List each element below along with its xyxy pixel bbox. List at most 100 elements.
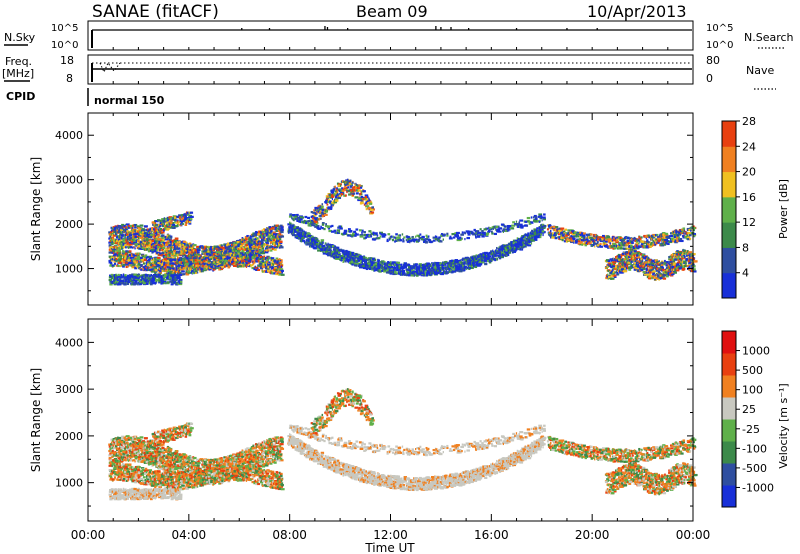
power-echo [255,268,258,272]
power-echo [170,257,173,260]
power-echo [111,259,113,262]
power-echo [119,227,121,230]
power-echo [231,259,235,262]
power-echo [263,244,265,248]
power-echo [213,258,216,261]
power-echo [231,262,234,265]
power-echo [267,237,270,240]
power-echo [161,234,165,237]
power-echo [172,269,175,272]
power-echo [436,265,440,268]
power-echo [120,255,123,258]
power-echo [177,280,182,283]
power-echo [415,266,418,269]
power-echo [253,251,256,254]
power-echo [164,273,168,276]
power-echo [161,275,164,278]
power-echo [163,275,167,279]
power-echo [142,268,144,271]
power-echo [272,266,274,269]
power-echo [255,230,258,234]
nsearch-label: N.Search [744,31,794,44]
power-echo [128,259,131,262]
power-echo [221,267,224,271]
power-echo [160,246,163,249]
power-echo [240,260,245,263]
power-echo [121,223,125,227]
power-echo [189,250,192,254]
power-echo [137,239,140,242]
power-echo [249,258,252,261]
power-echo [117,273,120,277]
power-echo [178,240,182,244]
power-echo [146,257,148,260]
power-echo [212,266,215,269]
power-echo [156,223,160,226]
power-echo [117,264,121,268]
power-echo [220,256,222,259]
power-echo [337,248,340,251]
power-echo [150,273,153,277]
power-echo [290,232,293,235]
power-echo [167,275,170,278]
power-echo [315,241,319,244]
power-echo [123,259,126,262]
power-echo [390,260,392,264]
power-echo [360,264,362,268]
power-echo [220,252,223,256]
power-echo [223,243,228,246]
power-echo [181,258,183,261]
power-echo [167,268,170,271]
power-echo [120,282,124,285]
freq-tick-top: 18 [60,54,74,67]
power-echo [246,249,250,253]
power-echo [338,248,341,251]
power-echo [362,256,366,259]
power-echo [359,257,363,260]
power-echo [173,243,175,246]
power-echo [174,221,177,224]
power-echo [254,252,257,255]
power-echo [138,243,143,246]
power-echo [324,247,327,250]
power-echo [266,246,268,249]
power-echo [139,275,143,278]
power-echo [153,275,156,278]
station-title: SANAE (fitACF) [92,2,219,22]
power-echo [163,265,167,268]
power-echo [358,255,361,258]
power-echo [165,220,168,223]
power-echo [354,262,358,265]
nsearch-tick-bottom: 10^0 [706,40,733,51]
power-echo [375,266,378,269]
power-echo [301,239,304,242]
power-echo [131,259,134,262]
power-echo [363,262,366,266]
power-echo [124,252,128,255]
power-echo [398,272,400,275]
power-echo [129,230,133,233]
power-echo [258,234,262,237]
power-echo [158,253,162,256]
power-echo [134,226,137,229]
power-echo [194,260,199,263]
power-echo [110,241,113,244]
power-echo [164,267,167,270]
power-echo [212,248,215,252]
power-echo [238,254,241,257]
power-echo [174,274,178,277]
power-echo [169,240,173,244]
power-echo [175,224,179,228]
power-echo [137,273,140,276]
power-echo [332,253,335,256]
power-echo [146,265,149,269]
power-echo [324,250,328,254]
power-echo [161,242,164,246]
power-echo [143,268,146,272]
power-echo [403,273,407,276]
power-echo [409,271,413,275]
power-echo [373,261,375,264]
power-echo [134,224,137,227]
power-echo [125,246,127,249]
